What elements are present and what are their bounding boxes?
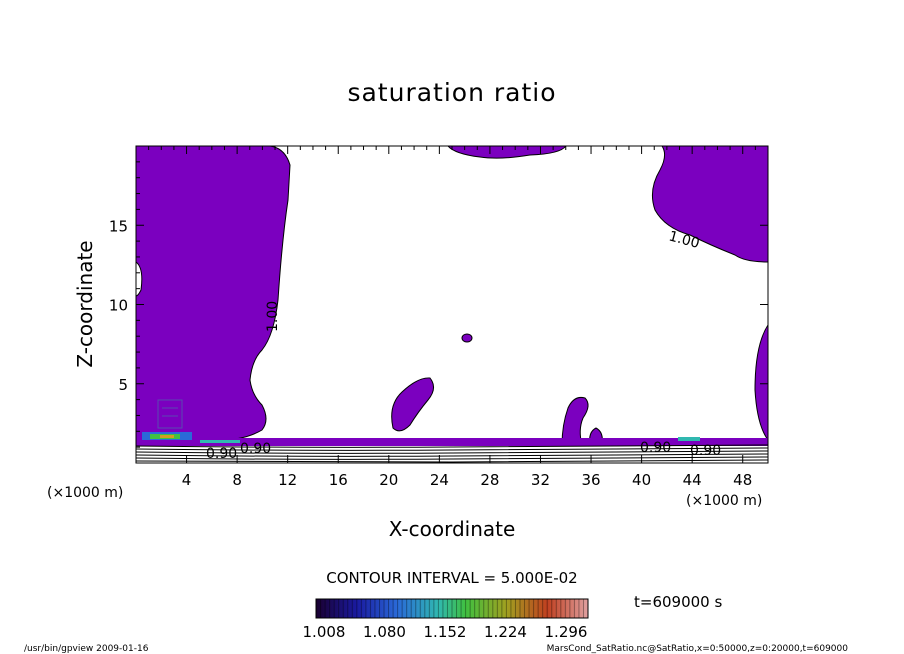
surface-cyan-band-right: [678, 437, 700, 441]
y-axis-label: Z-coordinate: [73, 240, 97, 367]
y-tick-label: 15: [109, 217, 128, 235]
z-unit-label: (×1000 m): [47, 485, 123, 501]
colorbar-tick-label: 1.296: [545, 623, 588, 641]
surface-ghost-cells: [157, 399, 183, 429]
footer-left: /usr/bin/gpview 2009-01-16: [24, 644, 149, 654]
colorbar-stripes: [320, 599, 584, 618]
contour-label: 1.00: [667, 228, 701, 252]
x-tick-label: 24: [430, 471, 449, 489]
time-label: t=609000 s: [634, 593, 722, 611]
plot-area: [136, 146, 768, 463]
x-tick-label: 16: [329, 471, 348, 489]
x-tick-label: 8: [232, 471, 242, 489]
x-ticks: 4 8 12 16 20 24 28 32 36 40 44 48: [148, 146, 756, 489]
violet-region-right-edge: [754, 324, 768, 441]
contour-label: 0.90: [206, 446, 237, 462]
white-blob-left: [136, 261, 143, 297]
surface-cyan-band: [200, 440, 240, 443]
x-tick-label: 32: [531, 471, 550, 489]
surface-layer-fill: [136, 438, 768, 446]
x-axis-label: X-coordinate: [389, 517, 516, 541]
violet-region-right: [651, 146, 768, 263]
y-tick-label: 10: [109, 297, 128, 315]
colorbar-tick-label: 1.152: [424, 623, 467, 641]
x-tick-label: 40: [632, 471, 651, 489]
contour-label: 0.90: [690, 443, 721, 459]
x-unit-label: (×1000 m): [686, 493, 762, 509]
surface-hot-spot-peak: [160, 435, 174, 438]
contour-interval: CONTOUR INTERVAL = 5.000E-02: [326, 569, 577, 587]
violet-region-left: [136, 146, 291, 441]
colorbar-tick-label: 1.008: [303, 623, 346, 641]
colorbar-ticks: 1.008 1.080 1.152 1.224 1.296: [303, 623, 588, 641]
x-tick-label: 48: [733, 471, 752, 489]
x-tick-label: 4: [182, 471, 192, 489]
surface-contour-lines: [136, 444, 768, 463]
contour-label: 1.00: [265, 301, 281, 332]
x-tick-label: 20: [379, 471, 398, 489]
x-tick-label: 28: [480, 471, 499, 489]
colorbar-tick-label: 1.224: [484, 623, 527, 641]
violet-small-blob: [461, 333, 473, 343]
violet-region-x35: [561, 397, 589, 446]
x-tick-label: 12: [278, 471, 297, 489]
violet-region-top: [447, 146, 567, 159]
footer-right: MarsCond_SatRatio.nc@SatRatio,x=0:50000,…: [547, 644, 849, 654]
x-tick-label: 36: [581, 471, 600, 489]
y-tick-label: 5: [118, 376, 128, 394]
colorbar-tick-label: 1.080: [363, 623, 406, 641]
violet-region-mid: [391, 377, 434, 432]
chart-title: saturation ratio: [347, 78, 556, 107]
contour-label: 0.90: [640, 440, 671, 456]
contour-label: 0.90: [240, 441, 271, 457]
y-ticks: 5 10 15: [109, 161, 768, 448]
x-tick-label: 44: [683, 471, 702, 489]
colorbar: [315, 598, 589, 619]
